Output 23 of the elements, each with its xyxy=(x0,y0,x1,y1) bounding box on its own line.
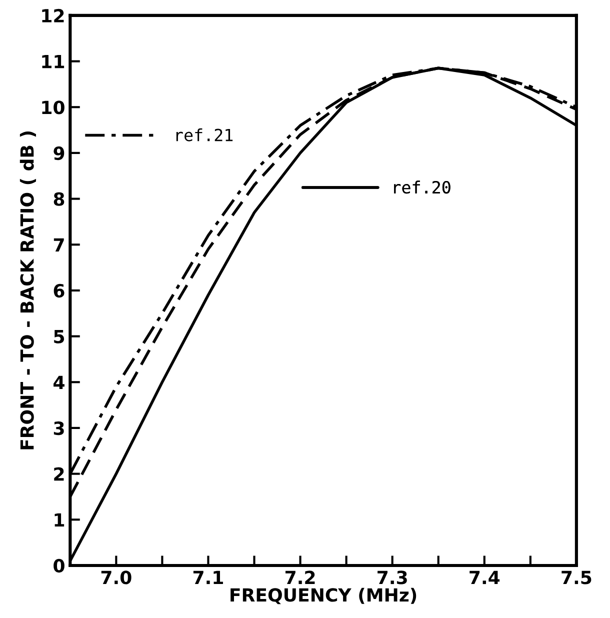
y-tick-label: 7 xyxy=(54,238,64,252)
y-tick-label: 1 xyxy=(54,513,64,526)
x-tick-label: 7.1 xyxy=(193,570,223,584)
y-tick-label: 8 xyxy=(54,192,64,206)
y-tick-label: 0 xyxy=(54,558,64,573)
x-axis-title: FREQUENCY (MHz) xyxy=(230,588,416,604)
legend-label: ref.21 xyxy=(176,128,233,142)
x-tick-label: 7.2 xyxy=(286,570,315,584)
y-tick-label: 6 xyxy=(54,284,64,298)
y-tick-label: 2 xyxy=(54,467,64,481)
x-tick-label: 7.5 xyxy=(562,570,592,584)
y-tick-label: 11 xyxy=(42,54,64,68)
y-tick-label: 10 xyxy=(42,100,64,114)
y-tick-label: 12 xyxy=(42,8,64,22)
x-tick-label: 7.0 xyxy=(101,570,132,584)
y-tick-label: 3 xyxy=(54,421,64,436)
y-tick-label: 4 xyxy=(54,376,64,389)
x-tick-label: 7.4 xyxy=(470,570,500,584)
y-tick-label: 5 xyxy=(54,330,64,344)
legend-label: ref.20 xyxy=(394,180,450,194)
y-tick-label: 9 xyxy=(54,146,64,160)
y-axis-title: FRONT - TO - BACK RATIO ( dB ) xyxy=(20,132,36,450)
x-tick-label: 7.3 xyxy=(378,570,407,584)
